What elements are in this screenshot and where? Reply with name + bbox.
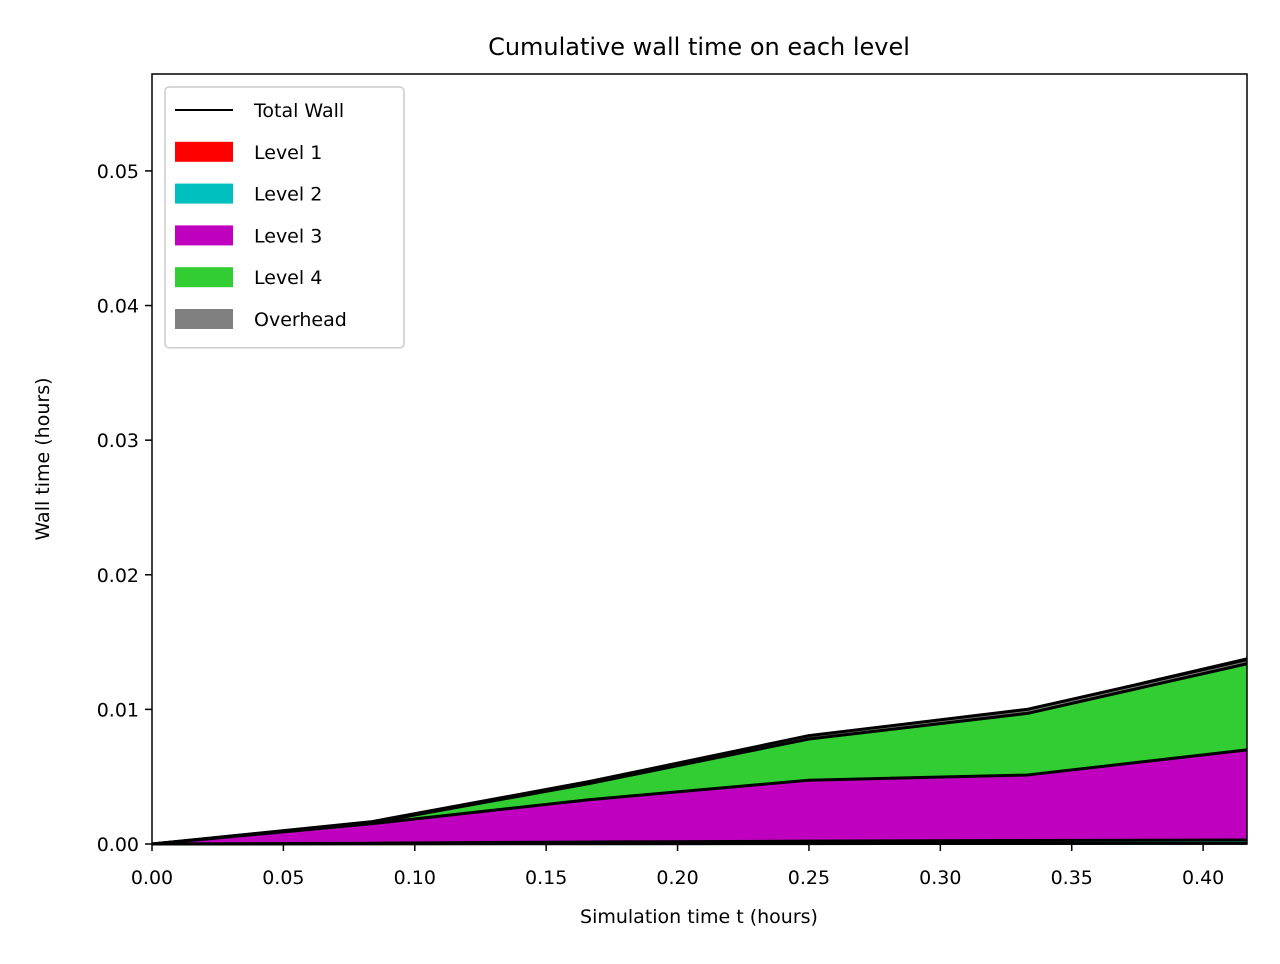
legend-label-level-1: Level 1 — [254, 142, 322, 164]
legend-swatch-overhead — [175, 309, 233, 329]
x-axis: 0.00 0.05 0.10 0.15 0.20 0.25 0.30 0.35 0.40 — [131, 844, 1224, 889]
legend-label-level-4: Level 4 — [254, 267, 322, 289]
legend-label-level-3: Level 3 — [254, 225, 322, 247]
chart-title: Cumulative wall time on each level — [488, 33, 910, 61]
x-tick-label: 0.30 — [919, 867, 961, 889]
x-tick-label: 0.35 — [1051, 867, 1093, 889]
x-tick-label: 0.40 — [1182, 867, 1224, 889]
area-level-4 — [152, 663, 1247, 844]
total-wall-line-group — [151, 657, 1248, 845]
x-tick-label: 0.05 — [262, 867, 304, 889]
x-tick-label: 0.20 — [656, 867, 698, 889]
y-tick-label: 0.04 — [97, 296, 139, 318]
y-tick-label: 0.00 — [97, 834, 139, 856]
legend-swatch-level-3 — [175, 225, 233, 246]
y-tick-label: 0.02 — [97, 565, 139, 587]
x-tick-label: 0.25 — [788, 867, 830, 889]
legend-swatch-level-4 — [175, 267, 233, 288]
x-tick-label: 0.10 — [394, 867, 436, 889]
legend-label-level-2: Level 2 — [254, 184, 322, 206]
y-tick-label: 0.03 — [97, 430, 139, 452]
plot-frame — [151, 73, 1248, 845]
legend-swatch-level-2 — [175, 183, 233, 204]
legend: Total Wall Level 1 Level 2 Level 3 Level 4 Ov… — [164, 86, 405, 349]
x-axis-label: Simulation time t (hours) — [580, 906, 818, 928]
y-tick-label: 0.05 — [97, 161, 139, 183]
legend-label-overhead: Overhead — [254, 309, 347, 331]
y-tick-label: 0.01 — [97, 699, 139, 721]
y-axis-label: Wall time (hours) — [32, 377, 54, 540]
area-level-3 — [152, 749, 1247, 844]
legend-label-total-wall: Total Wall — [253, 100, 344, 122]
total-wall-line — [151, 657, 1248, 845]
legend-swatch-level-1 — [175, 141, 233, 162]
x-tick-label: 0.15 — [525, 867, 567, 889]
y-axis: 0.00 0.01 0.02 0.03 0.04 0.05 — [97, 161, 152, 856]
x-tick-label: 0.00 — [131, 867, 173, 889]
